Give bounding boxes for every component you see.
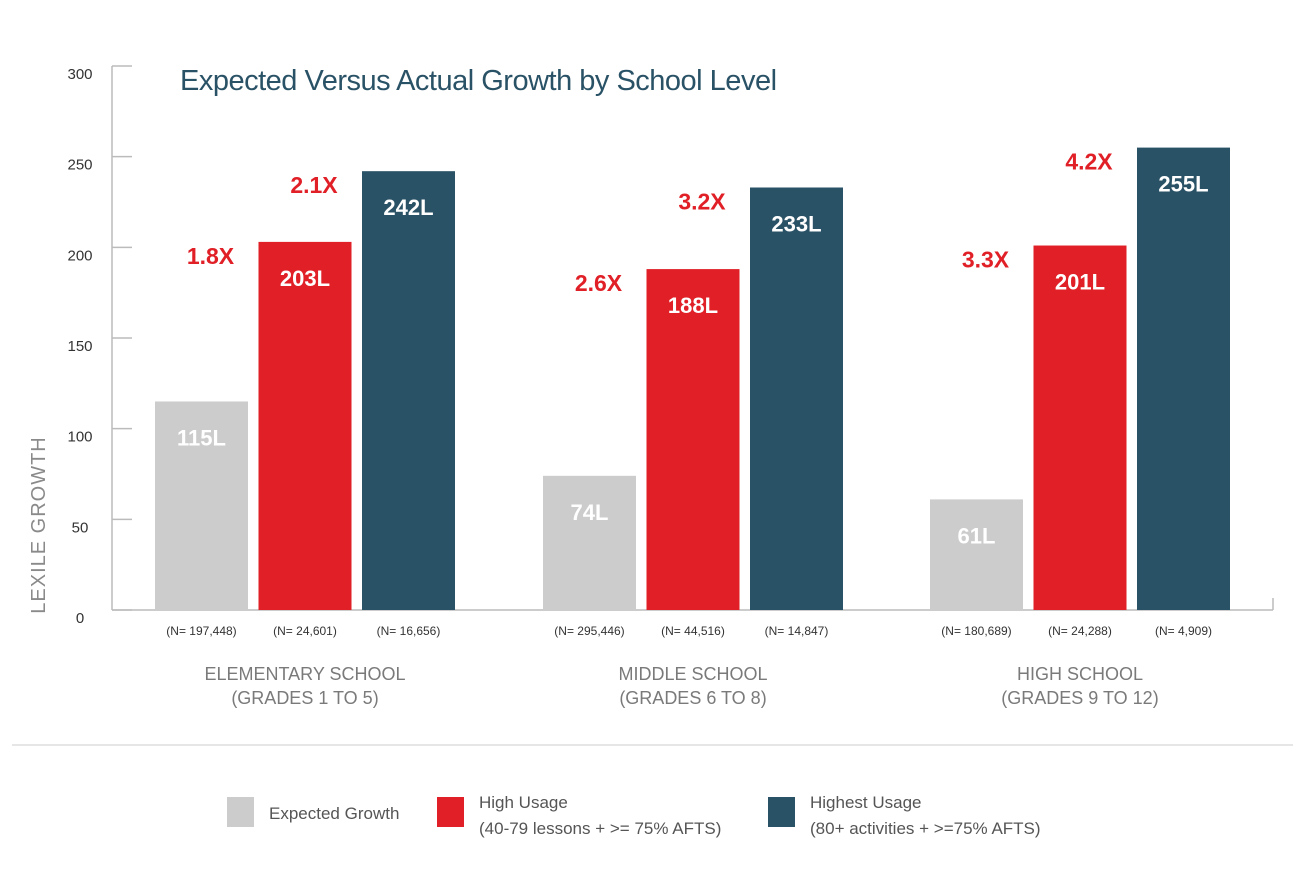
- bars: [155, 147, 1230, 611]
- legend-swatch: [227, 797, 254, 827]
- sample-size-label: (N= 4,909): [1155, 624, 1212, 638]
- bar-value-label: 188L: [668, 293, 718, 318]
- category-grades-label: (GRADES 6 TO 8): [619, 688, 766, 708]
- category-grades-label: (GRADES 1 TO 5): [231, 688, 378, 708]
- sample-size-label: (N= 24,288): [1048, 624, 1112, 638]
- bar-value-label: 201L: [1055, 270, 1105, 295]
- sample-size-label: (N= 24,601): [273, 624, 337, 638]
- legend: Expected Growth High Usage (40-79 lessons …: [227, 793, 1041, 838]
- y-axis-label: LEXILE GROWTH: [28, 436, 50, 613]
- bar-value-label: 233L: [771, 211, 821, 236]
- sample-size-label: (N= 14,847): [765, 624, 829, 638]
- bar-value-label: 115L: [177, 425, 226, 450]
- bar-highest-usage: [1137, 147, 1230, 610]
- chart-title: Expected Versus Actual Growth by School …: [180, 65, 777, 97]
- bar-value-label: 74L: [571, 500, 609, 525]
- category-grades-label: (GRADES 9 TO 12): [1001, 688, 1158, 708]
- legend-label: High Usage: [479, 793, 568, 812]
- sample-size-label: (N= 197,448): [166, 624, 236, 638]
- multiplier-label: 3.2X: [678, 188, 726, 214]
- legend-sublabel: (40-79 lessons + >= 75% AFTS): [479, 819, 721, 838]
- bar-highest-usage: [750, 187, 843, 610]
- sample-size-label: (N= 295,446): [554, 624, 624, 638]
- multiplier-label: 3.3X: [962, 247, 1010, 273]
- bar-high-usage: [1033, 245, 1127, 610]
- y-tick-label: 100: [67, 429, 92, 446]
- bar-value-label: 203L: [280, 266, 330, 291]
- legend-swatch: [437, 797, 464, 827]
- y-tick-label: 0: [76, 610, 84, 627]
- bar-expected-growth: [930, 499, 1023, 610]
- sample-size-label: (N= 16,656): [377, 624, 441, 638]
- bar-highest-usage: [362, 171, 455, 610]
- bar-value-label: 61L: [958, 523, 996, 548]
- y-tick-label: 150: [67, 338, 92, 355]
- category-label: HIGH SCHOOL: [1017, 664, 1143, 684]
- multiplier-label: 4.2X: [1065, 149, 1113, 175]
- multiplier-label: 1.8X: [187, 243, 235, 269]
- y-tick-label: 200: [67, 247, 92, 264]
- y-tick-label: 300: [67, 66, 92, 83]
- category-label: ELEMENTARY SCHOOL: [204, 664, 405, 684]
- bar-expected-growth: [155, 401, 248, 610]
- category-label: MIDDLE SCHOOL: [618, 664, 767, 684]
- bar-value-label: 242L: [383, 195, 433, 220]
- y-tick-label: 50: [72, 519, 89, 536]
- multiplier-label: 2.6X: [575, 270, 623, 296]
- legend-sublabel: (80+ activities + >=75% AFTS): [810, 819, 1041, 838]
- sample-size-label: (N= 180,689): [941, 624, 1011, 638]
- bar-value-label: 255L: [1158, 172, 1208, 197]
- multiplier-label: 2.1X: [290, 172, 338, 198]
- legend-swatch: [768, 797, 795, 827]
- y-tick-label: 250: [67, 157, 92, 174]
- bar-expected-growth: [543, 475, 636, 610]
- labels: 0 50 100 150 200 250 300 115L (N= 197,448) 203L (N…: [67, 66, 1212, 708]
- legend-label: Highest Usage: [810, 793, 922, 812]
- bar-high-usage: [258, 241, 352, 611]
- sample-size-label: (N= 44,516): [661, 624, 725, 638]
- bar-high-usage: [646, 269, 740, 610]
- legend-label: Expected Growth: [269, 804, 399, 823]
